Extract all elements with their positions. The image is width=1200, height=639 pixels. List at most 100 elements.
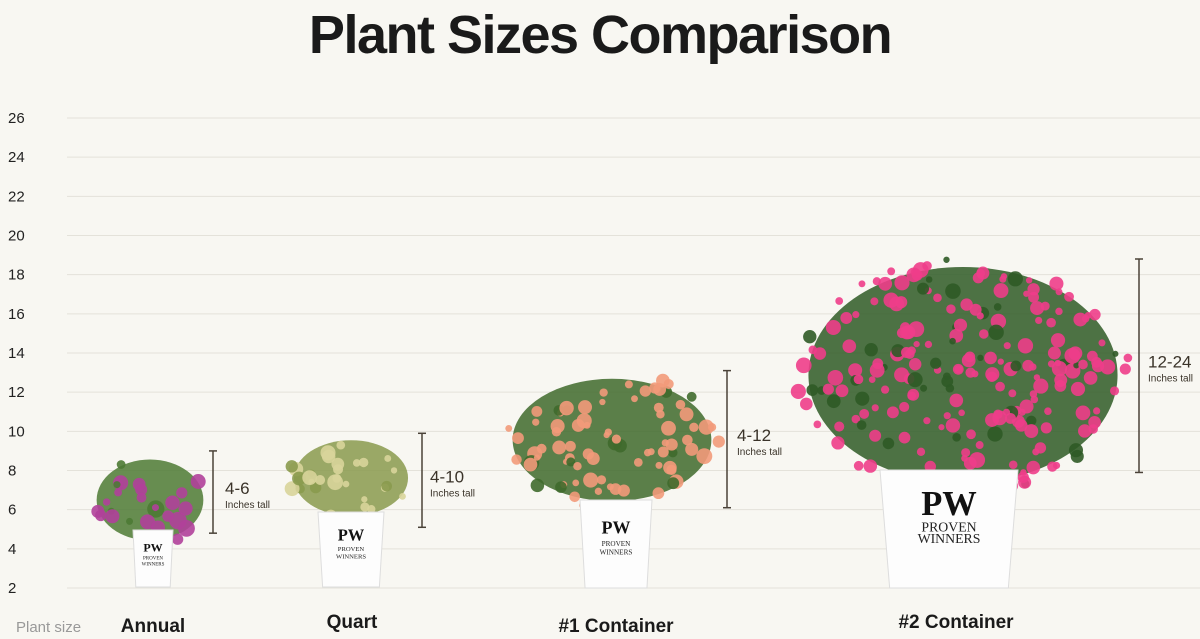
flower: [599, 388, 608, 397]
flower: [904, 349, 915, 359]
flower: [126, 517, 134, 525]
y-tick-label: 8: [8, 463, 16, 480]
flower: [661, 420, 676, 436]
flower: [327, 474, 344, 491]
flower: [102, 498, 111, 506]
flower: [924, 460, 937, 473]
flower: [530, 478, 545, 493]
flower: [1027, 283, 1040, 296]
range-unit: Inches tall: [430, 488, 475, 499]
flower: [920, 384, 928, 392]
flower: [1123, 353, 1133, 363]
flower: [887, 267, 896, 276]
flower: [578, 400, 592, 415]
flower: [1025, 277, 1033, 284]
flower: [624, 380, 633, 389]
flower: [321, 449, 336, 464]
flower: [1054, 359, 1062, 367]
flower: [550, 419, 565, 434]
flower: [552, 440, 567, 455]
flower: [171, 533, 184, 545]
flower: [840, 312, 853, 324]
flower: [1070, 381, 1086, 397]
flower: [292, 471, 306, 486]
flower: [835, 384, 849, 398]
flower: [988, 324, 1004, 341]
flower: [869, 429, 882, 442]
flower: [663, 378, 674, 390]
flower: [176, 487, 188, 499]
range-label: 4-10: [430, 467, 464, 486]
flower: [856, 420, 867, 430]
pot: [132, 529, 174, 588]
flower: [907, 372, 923, 388]
flower: [569, 491, 581, 503]
flower: [1064, 291, 1074, 302]
flower: [1078, 424, 1092, 438]
flower: [1110, 386, 1120, 396]
flower: [1089, 308, 1101, 321]
flower: [1073, 312, 1088, 327]
chart-title: Plant Sizes Comparison: [308, 5, 893, 65]
flower: [1112, 350, 1119, 357]
pot-brand-line1: PROVEN: [338, 546, 365, 553]
flower: [822, 383, 834, 395]
flower: [302, 470, 318, 486]
pot-brand-line1: PROVEN: [143, 557, 163, 562]
flower: [685, 442, 699, 456]
flower: [178, 501, 193, 516]
flower: [938, 424, 945, 431]
flower: [663, 460, 677, 475]
flower: [872, 358, 884, 370]
flower: [136, 492, 147, 503]
flower: [826, 394, 841, 409]
range-label: 12-24: [1148, 353, 1191, 372]
flower: [880, 385, 890, 394]
x-axis-label: Plant size: [16, 619, 81, 636]
flower: [315, 474, 326, 486]
y-tick-label: 20: [8, 228, 25, 245]
flower: [924, 340, 933, 349]
flower: [943, 412, 951, 420]
flower: [696, 448, 713, 465]
flower: [987, 426, 1003, 442]
flower: [576, 413, 592, 429]
flower: [852, 311, 860, 319]
flower: [916, 447, 926, 456]
y-tick-label: 18: [8, 267, 25, 284]
flower: [1052, 461, 1061, 470]
flower: [384, 455, 392, 462]
range-label: 4-6: [225, 479, 250, 498]
range-unit: Inches tall: [1148, 374, 1193, 385]
flower: [1029, 390, 1038, 398]
flower: [1024, 424, 1039, 439]
flower: [949, 393, 964, 408]
flower: [162, 510, 174, 522]
flower: [976, 269, 985, 278]
flower: [91, 504, 105, 518]
category-label: #1 Container: [558, 616, 674, 637]
flower: [1098, 339, 1106, 347]
y-tick-label: 22: [8, 188, 25, 205]
flower: [899, 401, 910, 412]
flower: [594, 487, 603, 495]
flower: [1017, 338, 1034, 354]
pot-brand-line2: WINNERS: [336, 554, 366, 561]
flower: [907, 391, 917, 401]
flower: [946, 304, 956, 314]
flower: [1000, 273, 1008, 280]
flower: [1055, 288, 1063, 296]
category-label: Annual: [121, 616, 185, 637]
flower: [886, 406, 899, 419]
flower: [945, 283, 961, 299]
flower: [863, 459, 878, 473]
y-tick-label: 26: [8, 110, 25, 127]
flower: [336, 440, 346, 450]
flower: [894, 275, 910, 291]
flower: [976, 312, 984, 320]
flower: [993, 283, 1009, 299]
flower: [1040, 422, 1052, 434]
range-unit: Inches tall: [225, 500, 270, 511]
flower: [901, 325, 916, 340]
